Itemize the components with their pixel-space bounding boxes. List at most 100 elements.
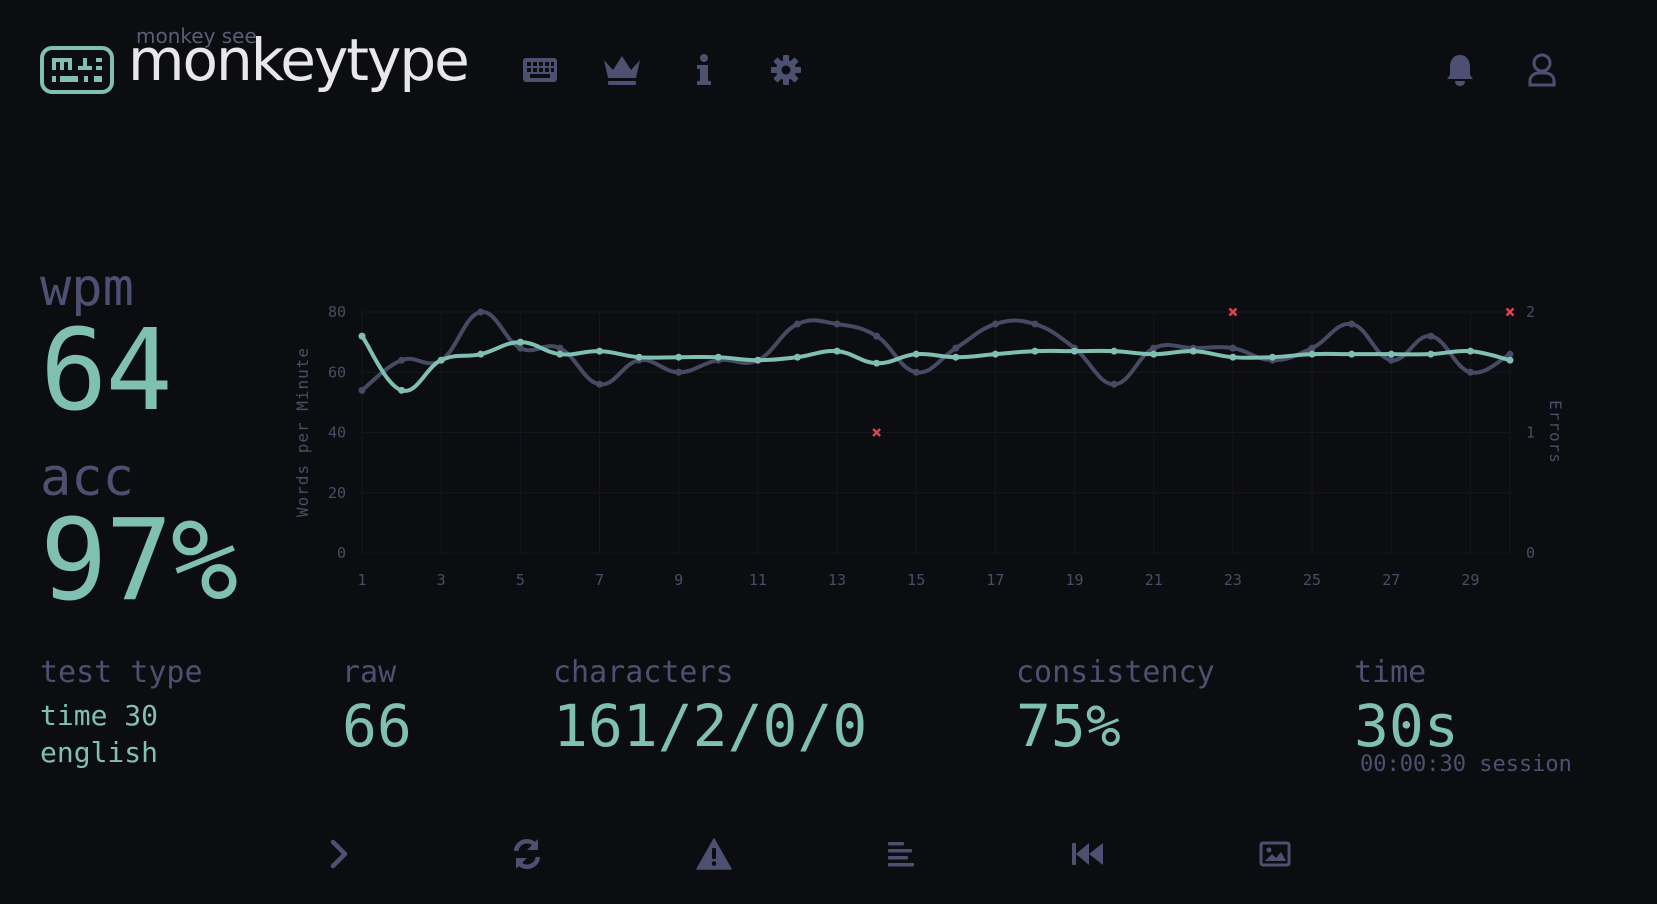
gear-icon[interactable] [766, 50, 806, 90]
chart-y2-axis: 0 1 2 [1526, 303, 1535, 562]
consistency-label: consistency [1016, 655, 1215, 690]
data-point-wpm [1150, 350, 1158, 358]
data-point-wpm [1189, 347, 1197, 355]
data-point-raw [1387, 356, 1395, 364]
data-point-wpm [991, 350, 999, 358]
test-type-mode: time 30 [40, 699, 159, 732]
data-point-raw [1427, 332, 1435, 340]
data-point-wpm [516, 338, 524, 346]
logo-icon[interactable] [40, 46, 114, 94]
chart-x-axis: 1 3 5 7 9 11 13 15 17 19 21 23 25 27 29 [357, 571, 1479, 589]
data-point-raw [912, 368, 920, 376]
y-tick-label: 40 [328, 424, 346, 442]
acc-value: 97% [40, 496, 238, 626]
data-point-raw [477, 308, 485, 316]
chart-y-axis: 0 20 40 60 80 [328, 303, 346, 562]
error-marker [1228, 307, 1238, 317]
data-point-raw [358, 386, 366, 394]
x-tick-label: 15 [907, 571, 925, 589]
time-label: time [1354, 655, 1427, 690]
data-point-wpm [833, 347, 841, 355]
y2-tick-label: 0 [1526, 544, 1535, 562]
data-point-wpm [1348, 350, 1356, 358]
x-tick-label: 1 [357, 571, 366, 589]
y-tick-label: 20 [328, 484, 346, 502]
data-point-raw [1348, 320, 1356, 328]
data-point-wpm [873, 359, 881, 367]
x-tick-label: 11 [749, 571, 767, 589]
data-point-raw [1466, 368, 1474, 376]
data-point-wpm [675, 353, 683, 361]
data-point-raw [1308, 344, 1316, 352]
x-tick-label: 13 [828, 571, 846, 589]
data-point-raw [516, 344, 524, 352]
time-value: 30s [1354, 692, 1459, 760]
x-tick-label: 17 [986, 571, 1004, 589]
y2-tick-label: 2 [1526, 303, 1535, 321]
data-point-raw [398, 356, 406, 364]
replay-icon[interactable] [1068, 834, 1108, 874]
data-point-wpm [1031, 347, 1039, 355]
data-point-raw [833, 320, 841, 328]
data-point-raw [556, 344, 564, 352]
data-point-wpm [1110, 347, 1118, 355]
series-line-raw [360, 309, 1511, 392]
x-tick-label: 7 [595, 571, 604, 589]
x-tick-label: 9 [674, 571, 683, 589]
data-point-wpm [912, 350, 920, 358]
data-point-wpm [1268, 353, 1276, 361]
data-point-raw [793, 320, 801, 328]
bell-icon[interactable] [1440, 50, 1480, 90]
data-point-wpm [1387, 350, 1395, 358]
data-point-raw [1031, 320, 1039, 328]
x-tick-label: 23 [1224, 571, 1242, 589]
restart-icon[interactable] [507, 834, 547, 874]
y-tick-label: 80 [328, 303, 346, 321]
screenshot-icon[interactable] [1255, 834, 1295, 874]
next-test-icon[interactable] [320, 834, 360, 874]
characters-value: 161/2/0/0 [553, 692, 868, 760]
session-time: 00:00:30 session [1360, 752, 1572, 777]
crown-icon[interactable] [602, 50, 642, 90]
y-tick-label: 60 [328, 363, 346, 381]
data-point-wpm [635, 353, 643, 361]
data-point-wpm [398, 386, 406, 394]
chart-grid [361, 311, 1511, 554]
data-point-wpm [1229, 353, 1237, 361]
test-type-label: test type [40, 655, 203, 690]
keyboard-icon[interactable] [520, 50, 560, 90]
data-point-raw [1506, 350, 1514, 358]
consistency-value: 75% [1016, 692, 1121, 760]
x-tick-label: 27 [1382, 571, 1400, 589]
error-marker [1505, 307, 1515, 317]
wpm-value: 64 [40, 306, 173, 436]
info-icon[interactable] [684, 50, 724, 90]
user-icon[interactable] [1522, 50, 1562, 90]
data-point-wpm [952, 353, 960, 361]
data-point-raw [952, 344, 960, 352]
data-point-wpm [556, 350, 564, 358]
acc-label: acc [40, 448, 134, 508]
chart-series [358, 308, 1514, 394]
data-point-wpm [596, 347, 604, 355]
data-point-wpm [358, 332, 366, 340]
warning-icon[interactable] [694, 834, 734, 874]
x-tick-label: 21 [1145, 571, 1163, 589]
data-point-wpm [1071, 347, 1079, 355]
wpm-label: wpm [40, 258, 134, 318]
chart-y2-axis-label: Errors [1546, 400, 1565, 464]
data-point-raw [675, 368, 683, 376]
logo-subtitle: monkey see [136, 24, 257, 48]
x-tick-label: 25 [1303, 571, 1321, 589]
error-marker [872, 428, 882, 437]
data-point-raw [1150, 344, 1158, 352]
logo-title[interactable]: monkeytype [128, 26, 470, 94]
word-history-icon[interactable] [881, 834, 921, 874]
data-point-raw [596, 380, 604, 388]
x-tick-label: 19 [1066, 571, 1084, 589]
data-point-wpm [714, 353, 722, 361]
x-tick-label: 3 [437, 571, 446, 589]
data-point-wpm [1466, 347, 1474, 355]
data-point-wpm [437, 356, 445, 364]
